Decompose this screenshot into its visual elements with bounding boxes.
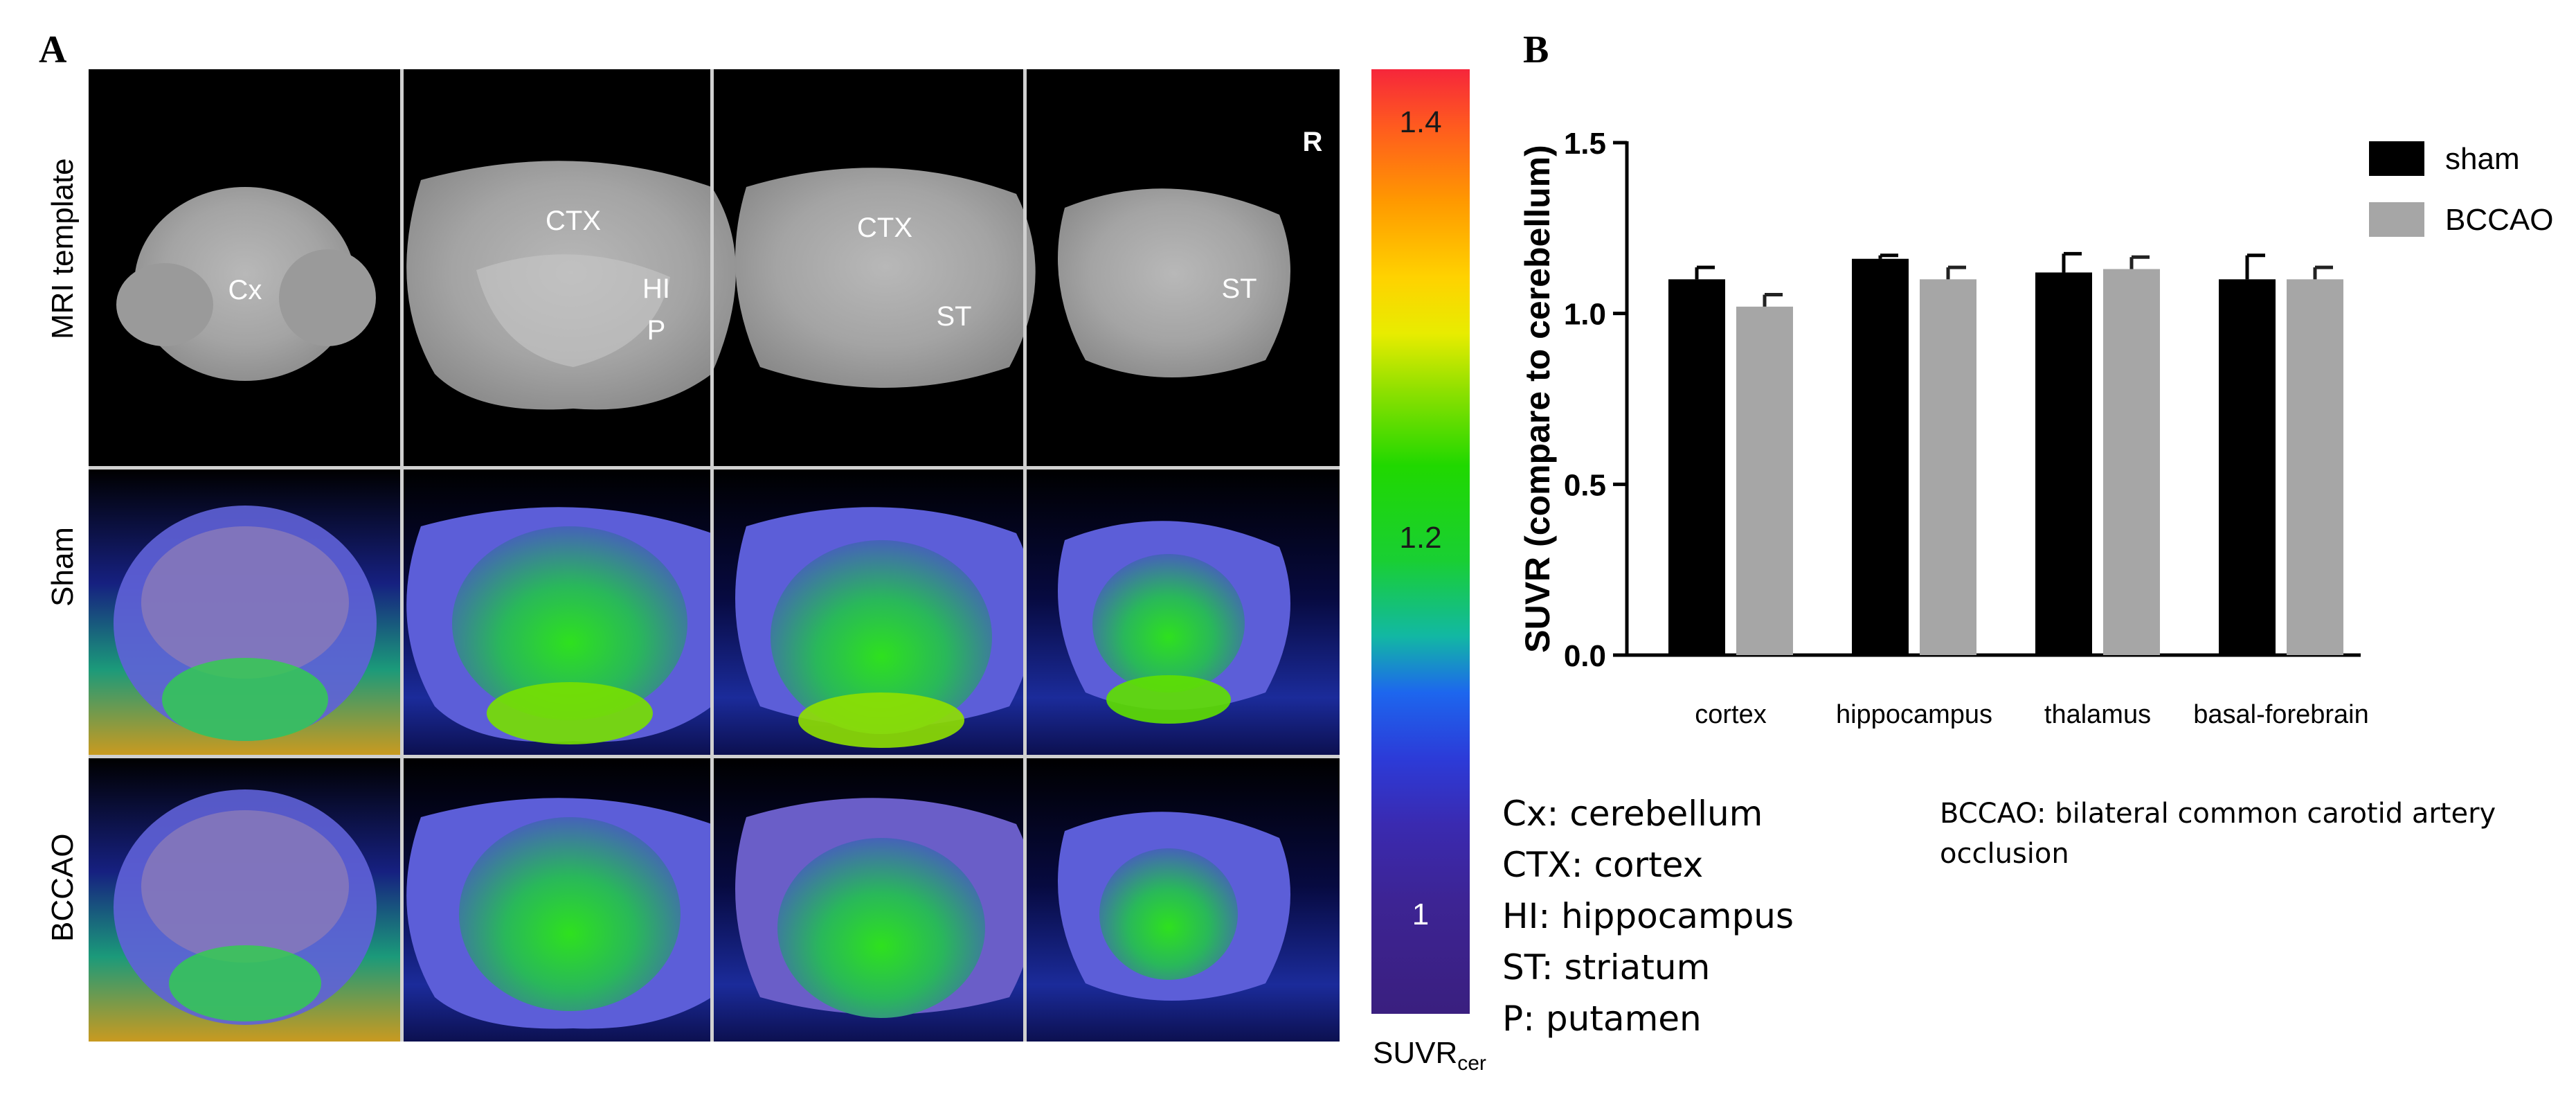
label-st-col4: ST <box>1221 274 1257 304</box>
bar-sham-cortex <box>1668 279 1725 655</box>
bccao-row <box>89 758 1340 1042</box>
label-cx: Cx <box>228 275 262 305</box>
y-tick-label: 0.5 <box>1564 468 1606 502</box>
bar-bccao-hippocampus <box>1920 279 1976 655</box>
row-label-mri: MRI template <box>46 158 80 339</box>
abbr-cx: Cx: cerebellum <box>1502 794 1763 834</box>
bar-sham-thalamus <box>2035 272 2092 655</box>
abbr-p: P: putamen <box>1502 999 1702 1039</box>
bar-bccao-cortex <box>1736 306 1793 655</box>
y-axis-label: SUVR (compare to cerebellum) <box>1518 145 1557 653</box>
colorbar-tick-1: 1 <box>1412 897 1430 931</box>
bar-bccao-basal-forebrain <box>2287 279 2343 655</box>
x-tick-label-hippocampus: hippocampus <box>1836 700 1992 729</box>
mri-row: Cx CTX HI P CTX ST ST R <box>116 127 1323 410</box>
label-hi: HI <box>642 274 670 304</box>
colorbar: 1.4 1.2 1 <box>1371 69 1470 1014</box>
bar-sham-hippocampus <box>1852 258 1909 655</box>
abbreviation-list: Cx: cerebellum CTX: cortex HI: hippocamp… <box>1502 788 1794 1044</box>
label-st-col3: ST <box>936 301 971 332</box>
y-tick-label: 1.5 <box>1564 127 1606 161</box>
row-label-sham: Sham <box>46 527 80 607</box>
legend-swatch-sham <box>2369 141 2424 176</box>
abbr-ctx: CTX: cortex <box>1502 845 1704 885</box>
row-label-bccao: BCCAO <box>46 833 80 942</box>
label-ctx-col2: CTX <box>546 206 601 236</box>
legend-label-bccao: BCCAO <box>2445 203 2553 237</box>
label-ctx-col3: CTX <box>857 213 912 243</box>
abbr-bccao: BCCAO: bilateral common carotid artery o… <box>1940 798 2496 870</box>
abbr-hi: HI: hippocampus <box>1502 896 1794 936</box>
bar-sham-basal-forebrain <box>2219 279 2276 655</box>
x-tick-label-cortex: cortex <box>1695 700 1766 729</box>
colorbar-tick-1-4: 1.4 <box>1399 105 1442 139</box>
brain-image-grid: Cx CTX HI P CTX ST ST R <box>89 69 1340 1042</box>
colorbar-label: SUVRcer <box>1373 1036 1486 1075</box>
brain-images: Cx CTX HI P CTX ST ST R <box>89 69 1340 1042</box>
x-tick-label-thalamus: thalamus <box>2044 700 2151 729</box>
sham-row <box>89 470 1340 755</box>
colorbar-tick-1-2: 1.2 <box>1399 521 1442 555</box>
panel-letter-a: A <box>39 28 67 71</box>
y-tick-label: 0.0 <box>1564 639 1606 673</box>
label-orientation: R <box>1303 127 1323 157</box>
panel-letter-b: B <box>1523 28 1549 71</box>
x-tick-label-basal-forebrain: basal-forebrain <box>2193 700 2368 729</box>
y-tick-label: 1.0 <box>1564 298 1606 332</box>
label-p: P <box>647 315 666 346</box>
legend-swatch-bccao <box>2369 202 2424 237</box>
legend-label-sham: sham <box>2445 142 2520 176</box>
abbr-st: ST: striatum <box>1502 947 1711 988</box>
bar-bccao-thalamus <box>2103 269 2160 655</box>
